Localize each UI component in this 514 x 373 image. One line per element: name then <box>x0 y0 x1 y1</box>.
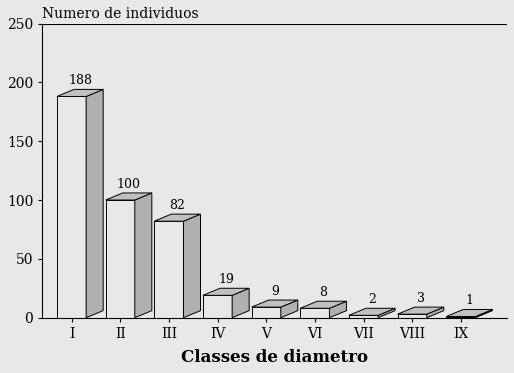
Polygon shape <box>154 221 183 318</box>
Polygon shape <box>300 301 346 308</box>
Polygon shape <box>378 308 395 318</box>
Text: 19: 19 <box>218 273 234 286</box>
Polygon shape <box>135 193 152 318</box>
Polygon shape <box>232 288 249 318</box>
Polygon shape <box>397 314 427 318</box>
Polygon shape <box>57 97 86 318</box>
Polygon shape <box>329 301 346 318</box>
Polygon shape <box>349 315 378 318</box>
Polygon shape <box>251 300 298 307</box>
Text: 100: 100 <box>117 178 141 191</box>
Polygon shape <box>446 317 475 318</box>
Text: 8: 8 <box>319 286 327 299</box>
Polygon shape <box>105 200 135 318</box>
Text: 3: 3 <box>417 292 425 305</box>
Polygon shape <box>300 308 329 318</box>
Polygon shape <box>105 193 152 200</box>
Polygon shape <box>349 308 395 315</box>
Polygon shape <box>281 300 298 318</box>
Polygon shape <box>427 307 444 318</box>
Polygon shape <box>251 307 281 318</box>
Text: 82: 82 <box>170 199 186 212</box>
Polygon shape <box>203 288 249 295</box>
X-axis label: Classes de diametro: Classes de diametro <box>181 349 368 366</box>
Polygon shape <box>203 295 232 318</box>
Polygon shape <box>57 90 103 97</box>
Text: 188: 188 <box>68 74 92 87</box>
Polygon shape <box>397 307 444 314</box>
Text: 2: 2 <box>368 293 376 306</box>
Polygon shape <box>183 214 200 318</box>
Text: 1: 1 <box>465 294 473 307</box>
Polygon shape <box>475 310 492 318</box>
Polygon shape <box>86 90 103 318</box>
Text: Numero de individuos: Numero de individuos <box>42 7 199 21</box>
Polygon shape <box>446 310 492 317</box>
Text: 9: 9 <box>271 285 279 298</box>
Polygon shape <box>154 214 200 221</box>
